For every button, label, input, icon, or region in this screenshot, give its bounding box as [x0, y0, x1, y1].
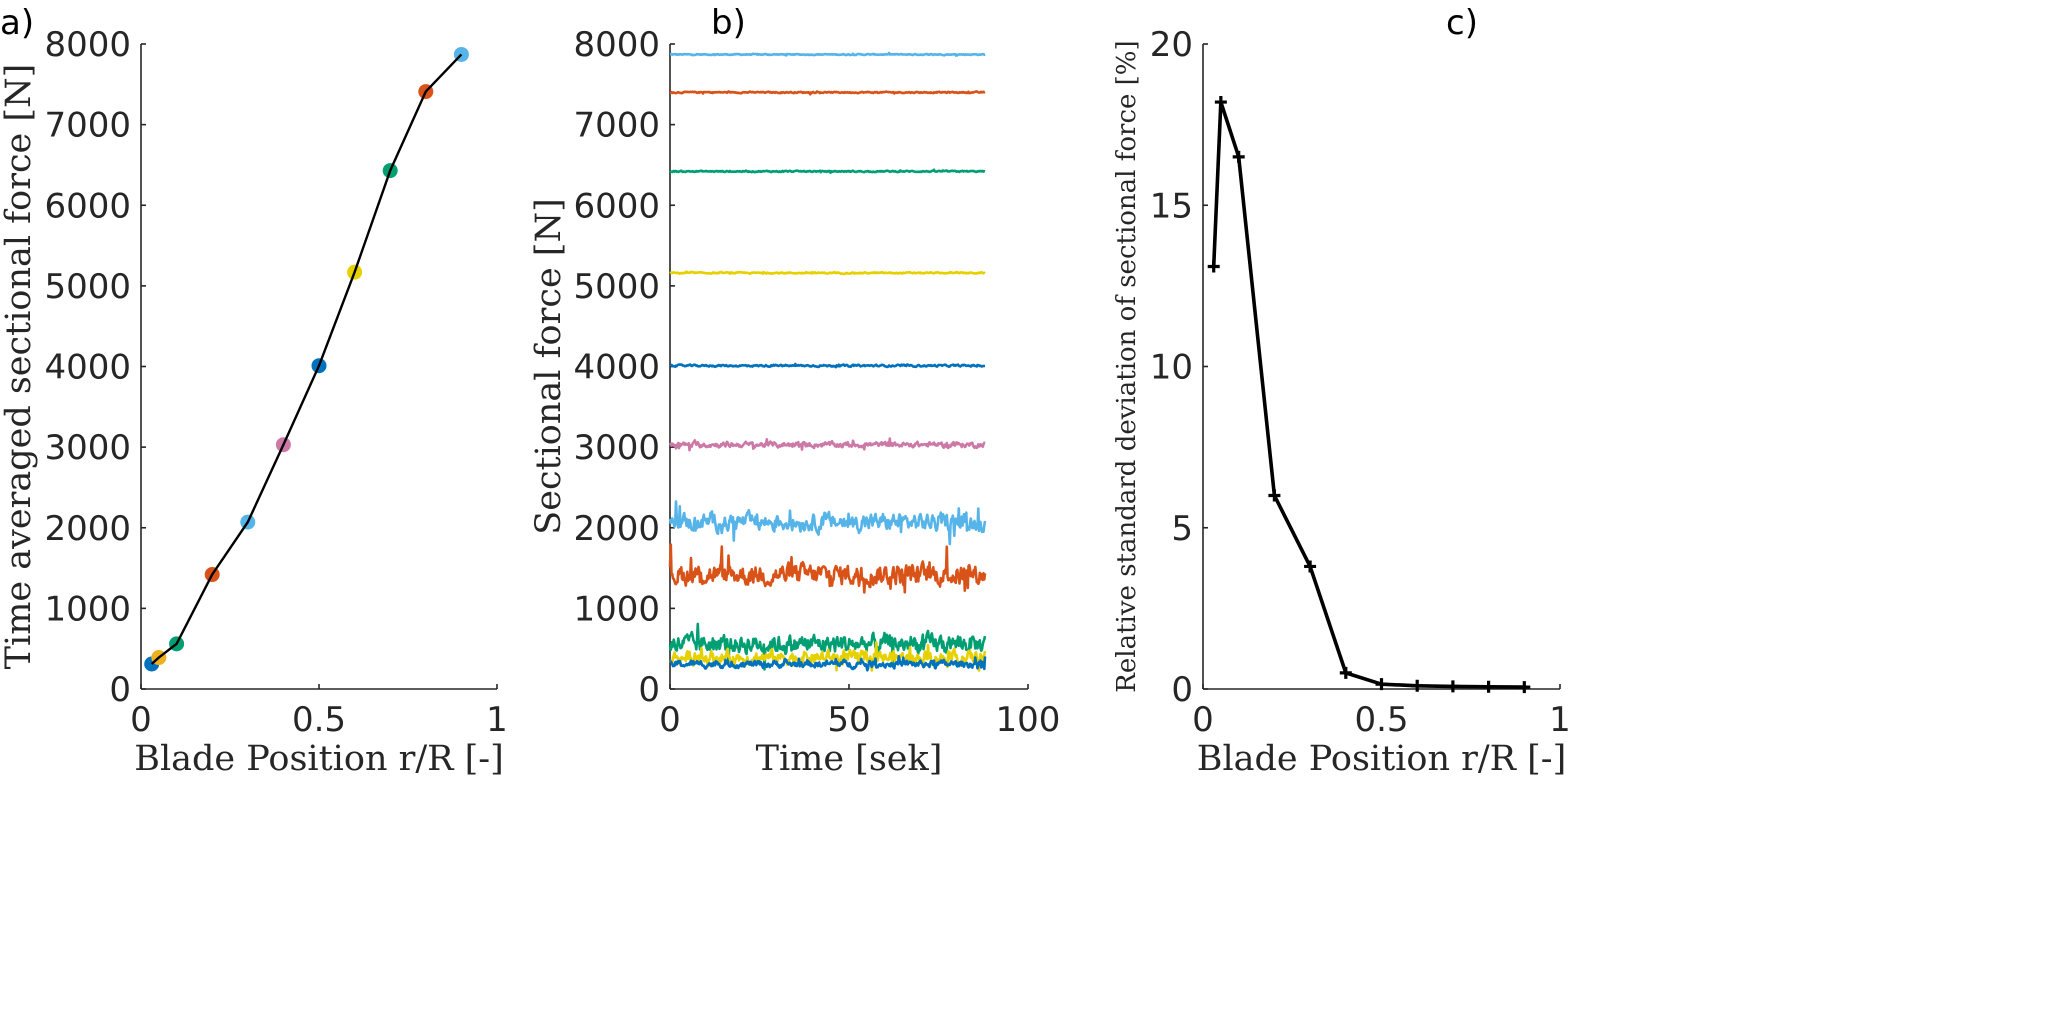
data-point	[1482, 680, 1495, 693]
data-point	[1375, 678, 1388, 691]
x-tick-label: 0.5	[1354, 700, 1408, 740]
y-tick-label: 4000	[573, 348, 660, 388]
y-axis-title: Sectional force [N]	[529, 198, 569, 534]
data-point	[1446, 680, 1459, 693]
y-tick-label: 6000	[573, 186, 660, 226]
panel-a: a) 0 1000 2000 3000 4000 5000 6000 7000 8000 0 0.5…	[0, 3, 508, 779]
data-point	[1232, 150, 1245, 163]
data-point	[1214, 96, 1227, 109]
panel-b-label: b)	[711, 3, 746, 43]
y-tick-label: 3000	[44, 428, 131, 468]
y-tick-label: 15	[1150, 186, 1193, 226]
y-tick-label: 2000	[573, 509, 660, 549]
x-tick-label: 1	[486, 700, 508, 740]
y-tick-label: 2000	[44, 509, 131, 549]
time-series-line	[668, 437, 986, 452]
time-series-line	[669, 90, 986, 96]
x-tick-label: 50	[827, 700, 870, 740]
panel-c-label: c)	[1446, 3, 1478, 43]
y-tick-label: 0	[638, 670, 660, 710]
y-tick-label: 4000	[44, 348, 131, 388]
y-tick-label: 0	[1171, 670, 1193, 710]
series-line	[150, 53, 463, 665]
x-axis-title: Time [sek]	[756, 739, 943, 779]
y-tick-label: 0	[109, 670, 131, 710]
data-point	[1207, 260, 1220, 273]
time-series-line	[669, 362, 986, 369]
data-point	[1304, 560, 1317, 573]
time-series-line	[669, 270, 986, 276]
x-axis-title: Blade Position r/R [-]	[134, 739, 504, 779]
y-tick-label: 8000	[573, 25, 660, 65]
time-series-line	[669, 51, 986, 57]
y-tick-label: 5	[1171, 509, 1193, 549]
time-series-line	[669, 654, 987, 672]
x-tick-label: 0	[130, 700, 152, 740]
y-tick-label: 7000	[573, 106, 660, 146]
data-point	[1268, 489, 1281, 502]
y-tick-label: 5000	[573, 267, 660, 307]
y-tick-label: 8000	[44, 25, 131, 65]
panel-a-label: a)	[0, 3, 34, 43]
y-tick-label: 7000	[44, 106, 131, 146]
time-series-line	[669, 168, 986, 174]
y-tick-label: 20	[1150, 25, 1193, 65]
x-tick-label: 0	[659, 700, 681, 740]
y-tick-label: 6000	[44, 186, 131, 226]
x-tick-label: 0.5	[292, 700, 346, 740]
y-tick-label: 1000	[44, 589, 131, 629]
y-axis-title: Relative standard deviation of sectional…	[1112, 40, 1142, 692]
series-line	[1211, 100, 1525, 689]
x-axis-title: Blade Position r/R [-]	[1197, 739, 1567, 779]
y-tick-label: 3000	[573, 428, 660, 468]
data-point	[1518, 681, 1531, 694]
x-tick-label: 100	[996, 700, 1061, 740]
y-tick-label: 10	[1150, 348, 1193, 388]
y-tick-label: 1000	[573, 589, 660, 629]
panel-b: b) 0 1000 2000 3000 4000 5000 6000 7000 8000 0 50 1…	[529, 3, 1060, 779]
x-tick-label: 0	[1192, 700, 1214, 740]
y-axis-title: Time averaged sectional force [N]	[0, 64, 39, 670]
time-series-line	[668, 500, 987, 546]
x-tick-label: 1	[1549, 700, 1571, 740]
y-tick-label: 5000	[44, 267, 131, 307]
time-series-line	[668, 622, 987, 671]
data-point	[1339, 666, 1352, 679]
time-series-line	[668, 543, 987, 594]
data-point	[1411, 679, 1424, 692]
